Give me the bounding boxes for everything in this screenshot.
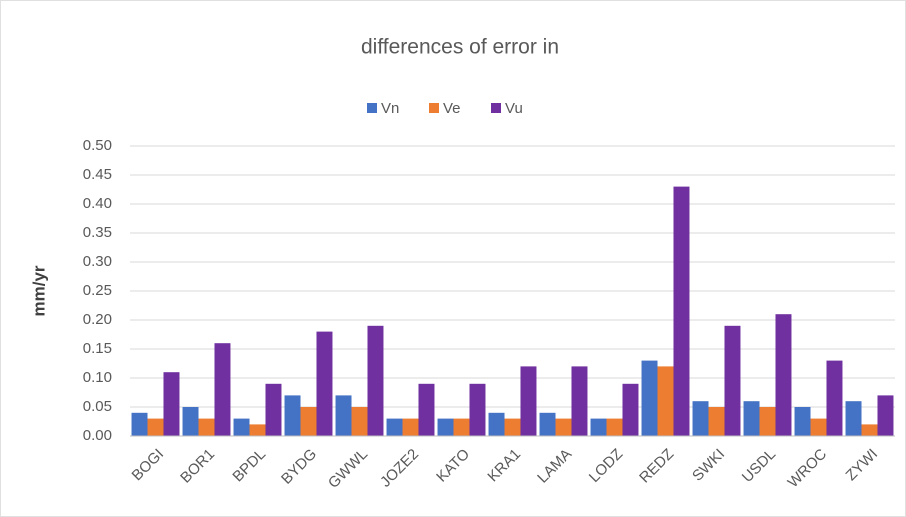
bar: [351, 407, 368, 436]
bar: [810, 418, 827, 436]
bar: [641, 360, 658, 436]
bar: [657, 366, 674, 436]
bar: [488, 412, 505, 436]
bar: [265, 383, 282, 436]
legend-swatch: [367, 103, 377, 113]
bar: [845, 401, 862, 436]
bar: [877, 395, 894, 436]
bar: [284, 395, 301, 436]
bar: [233, 418, 250, 436]
bar: [539, 412, 556, 436]
bar: [198, 418, 215, 436]
bar: [182, 407, 199, 436]
legend-label: Vn: [381, 100, 399, 117]
bar: [131, 412, 148, 436]
bar: [147, 418, 164, 436]
bar: [520, 366, 537, 436]
chart-title: differences of error in: [361, 36, 559, 59]
bar: [214, 343, 231, 436]
bar: [590, 418, 607, 436]
bar: [622, 383, 639, 436]
bar: [367, 325, 384, 436]
legend-swatch: [491, 103, 501, 113]
bar: [402, 418, 419, 436]
bar: [775, 314, 792, 436]
bar: [469, 383, 486, 436]
y-tick-label: 0.05: [83, 398, 112, 415]
y-tick-label: 0.50: [83, 137, 112, 154]
y-tick-label: 0.35: [83, 224, 112, 241]
bar: [504, 418, 521, 436]
y-tick-label: 0.20: [83, 311, 112, 328]
bar: [708, 407, 725, 436]
bar: [571, 366, 588, 436]
bar: [418, 383, 435, 436]
legend-label: Ve: [443, 100, 461, 117]
y-tick-label: 0.00: [83, 427, 112, 444]
y-tick-label: 0.40: [83, 195, 112, 212]
bar: [861, 424, 878, 436]
bar: [249, 424, 266, 436]
bar: [300, 407, 317, 436]
bar: [555, 418, 572, 436]
bar: [826, 360, 843, 436]
bar: [606, 418, 623, 436]
y-tick-label: 0.15: [83, 340, 112, 357]
bar: [759, 407, 776, 436]
y-tick-label: 0.30: [83, 253, 112, 270]
bar: [335, 395, 352, 436]
bar: [743, 401, 760, 436]
bar: [163, 372, 180, 436]
bar: [386, 418, 403, 436]
y-tick-label: 0.25: [83, 282, 112, 299]
y-tick-label: 0.45: [83, 166, 112, 183]
bar: [453, 418, 470, 436]
bar: [437, 418, 454, 436]
bar: [794, 407, 811, 436]
bar: [673, 186, 690, 436]
y-tick-label: 0.10: [83, 369, 112, 386]
legend-label: Vu: [505, 100, 523, 117]
bar: [692, 401, 709, 436]
y-axis-label: mm/yr: [29, 265, 48, 316]
bar: [724, 325, 741, 436]
bar: [316, 331, 333, 436]
legend-swatch: [429, 103, 439, 113]
